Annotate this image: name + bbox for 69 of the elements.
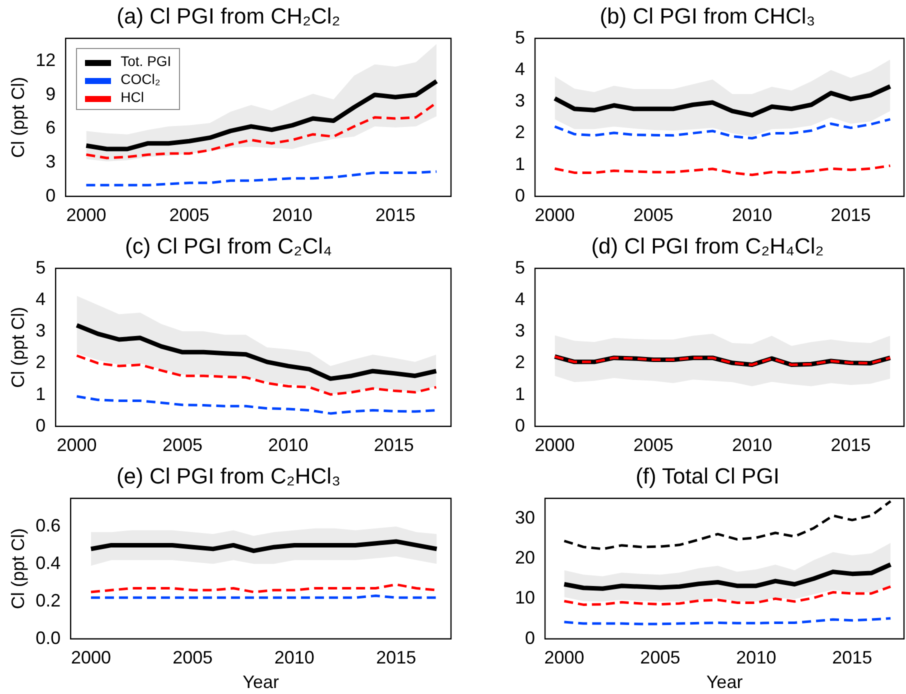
y-tick-label: 3 [36,320,46,341]
y-axis-title: Cl (ppt Cl) [8,306,28,388]
legend-label: COCl₂ [120,71,160,88]
x-tick-label: 2015 [830,435,871,456]
x-tick-label: 2005 [169,205,210,226]
y-tick-label: 1 [514,384,526,404]
x-tick-label: 2010 [268,435,308,456]
x-tick-label: 2005 [172,648,213,668]
x-tick-label: 2015 [376,648,416,668]
y-axis-title: Cl (ppt Cl) [8,528,28,610]
x-axis-title: Year [242,672,279,692]
y-tick-label: 5 [514,257,526,278]
x-tick-label: 2015 [832,648,872,668]
x-tick-label: 2010 [736,648,776,668]
y-tick-label: 0 [514,415,526,436]
y-tick-label: 12 [36,50,56,70]
y-tick-label: 30 [514,507,536,528]
y-tick-label: 2 [36,352,46,372]
x-tick-label: 2015 [374,435,414,456]
x-tick-label: 2000 [534,435,575,456]
y-tick-label: 0.6 [36,515,61,536]
chart-title: (d) Cl PGI from C₂H₄Cl₂ [591,233,824,258]
y-tick-label: 3 [46,152,56,172]
y-tick-label: 2 [514,352,526,372]
chart-title: (e) Cl PGI from C₂HCl₃ [116,463,341,488]
y-tick-label: 5 [36,257,46,278]
y-tick-label: 0.4 [36,552,61,573]
x-tick-label: 2000 [534,205,575,226]
x-tick-label: 2000 [544,648,584,668]
y-tick-label: 0.2 [36,590,61,610]
x-tick-label: 2015 [375,205,416,226]
chart-title: (a) Cl PGI from CH₂Cl₂ [116,3,340,28]
y-tick-label: 0 [514,185,526,206]
y-tick-label: 4 [514,58,526,79]
y-tick-label: 5 [514,27,526,48]
x-tick-label: 2010 [732,435,772,456]
x-tick-label: 2005 [162,435,202,456]
y-tick-label: 0.0 [36,628,61,648]
y-tick-label: 3 [514,90,526,111]
y-tick-label: 3 [514,320,526,341]
legend-label: HCl [120,89,144,106]
chart-title: (c) Cl PGI from C₂Cl₄ [125,233,332,258]
x-tick-label: 2015 [830,205,871,226]
y-tick-label: 0 [525,628,536,648]
y-tick-label: 4 [514,288,526,309]
x-axis-title: Year [706,672,743,692]
x-tick-label: 2010 [272,205,312,226]
y-tick-label: 1 [36,384,46,404]
legend-label: Tot. PGI [120,53,172,70]
y-axis-title: Cl (ppt Cl) [8,76,28,158]
x-tick-label: 2010 [274,648,314,668]
y-tick-label: 10 [514,588,536,608]
y-tick-label: 0 [36,415,46,436]
x-tick-label: 2005 [633,435,674,456]
x-tick-label: 2005 [633,205,674,226]
y-tick-label: 20 [514,548,536,568]
x-tick-label: 2005 [640,648,680,668]
y-tick-label: 9 [46,84,56,104]
chart-title: (f) Total Cl PGI [636,463,780,488]
y-tick-label: 4 [36,288,46,309]
y-tick-label: 6 [46,118,56,138]
y-tick-label: 1 [514,154,526,174]
x-tick-label: 2010 [732,205,772,226]
x-tick-label: 2000 [56,435,97,456]
chart-title: (b) Cl PGI from CHCl₃ [600,3,816,28]
x-tick-label: 2000 [66,205,106,226]
y-tick-label: 2 [514,122,526,142]
x-tick-label: 2000 [70,648,111,668]
y-tick-label: 0 [46,185,56,206]
